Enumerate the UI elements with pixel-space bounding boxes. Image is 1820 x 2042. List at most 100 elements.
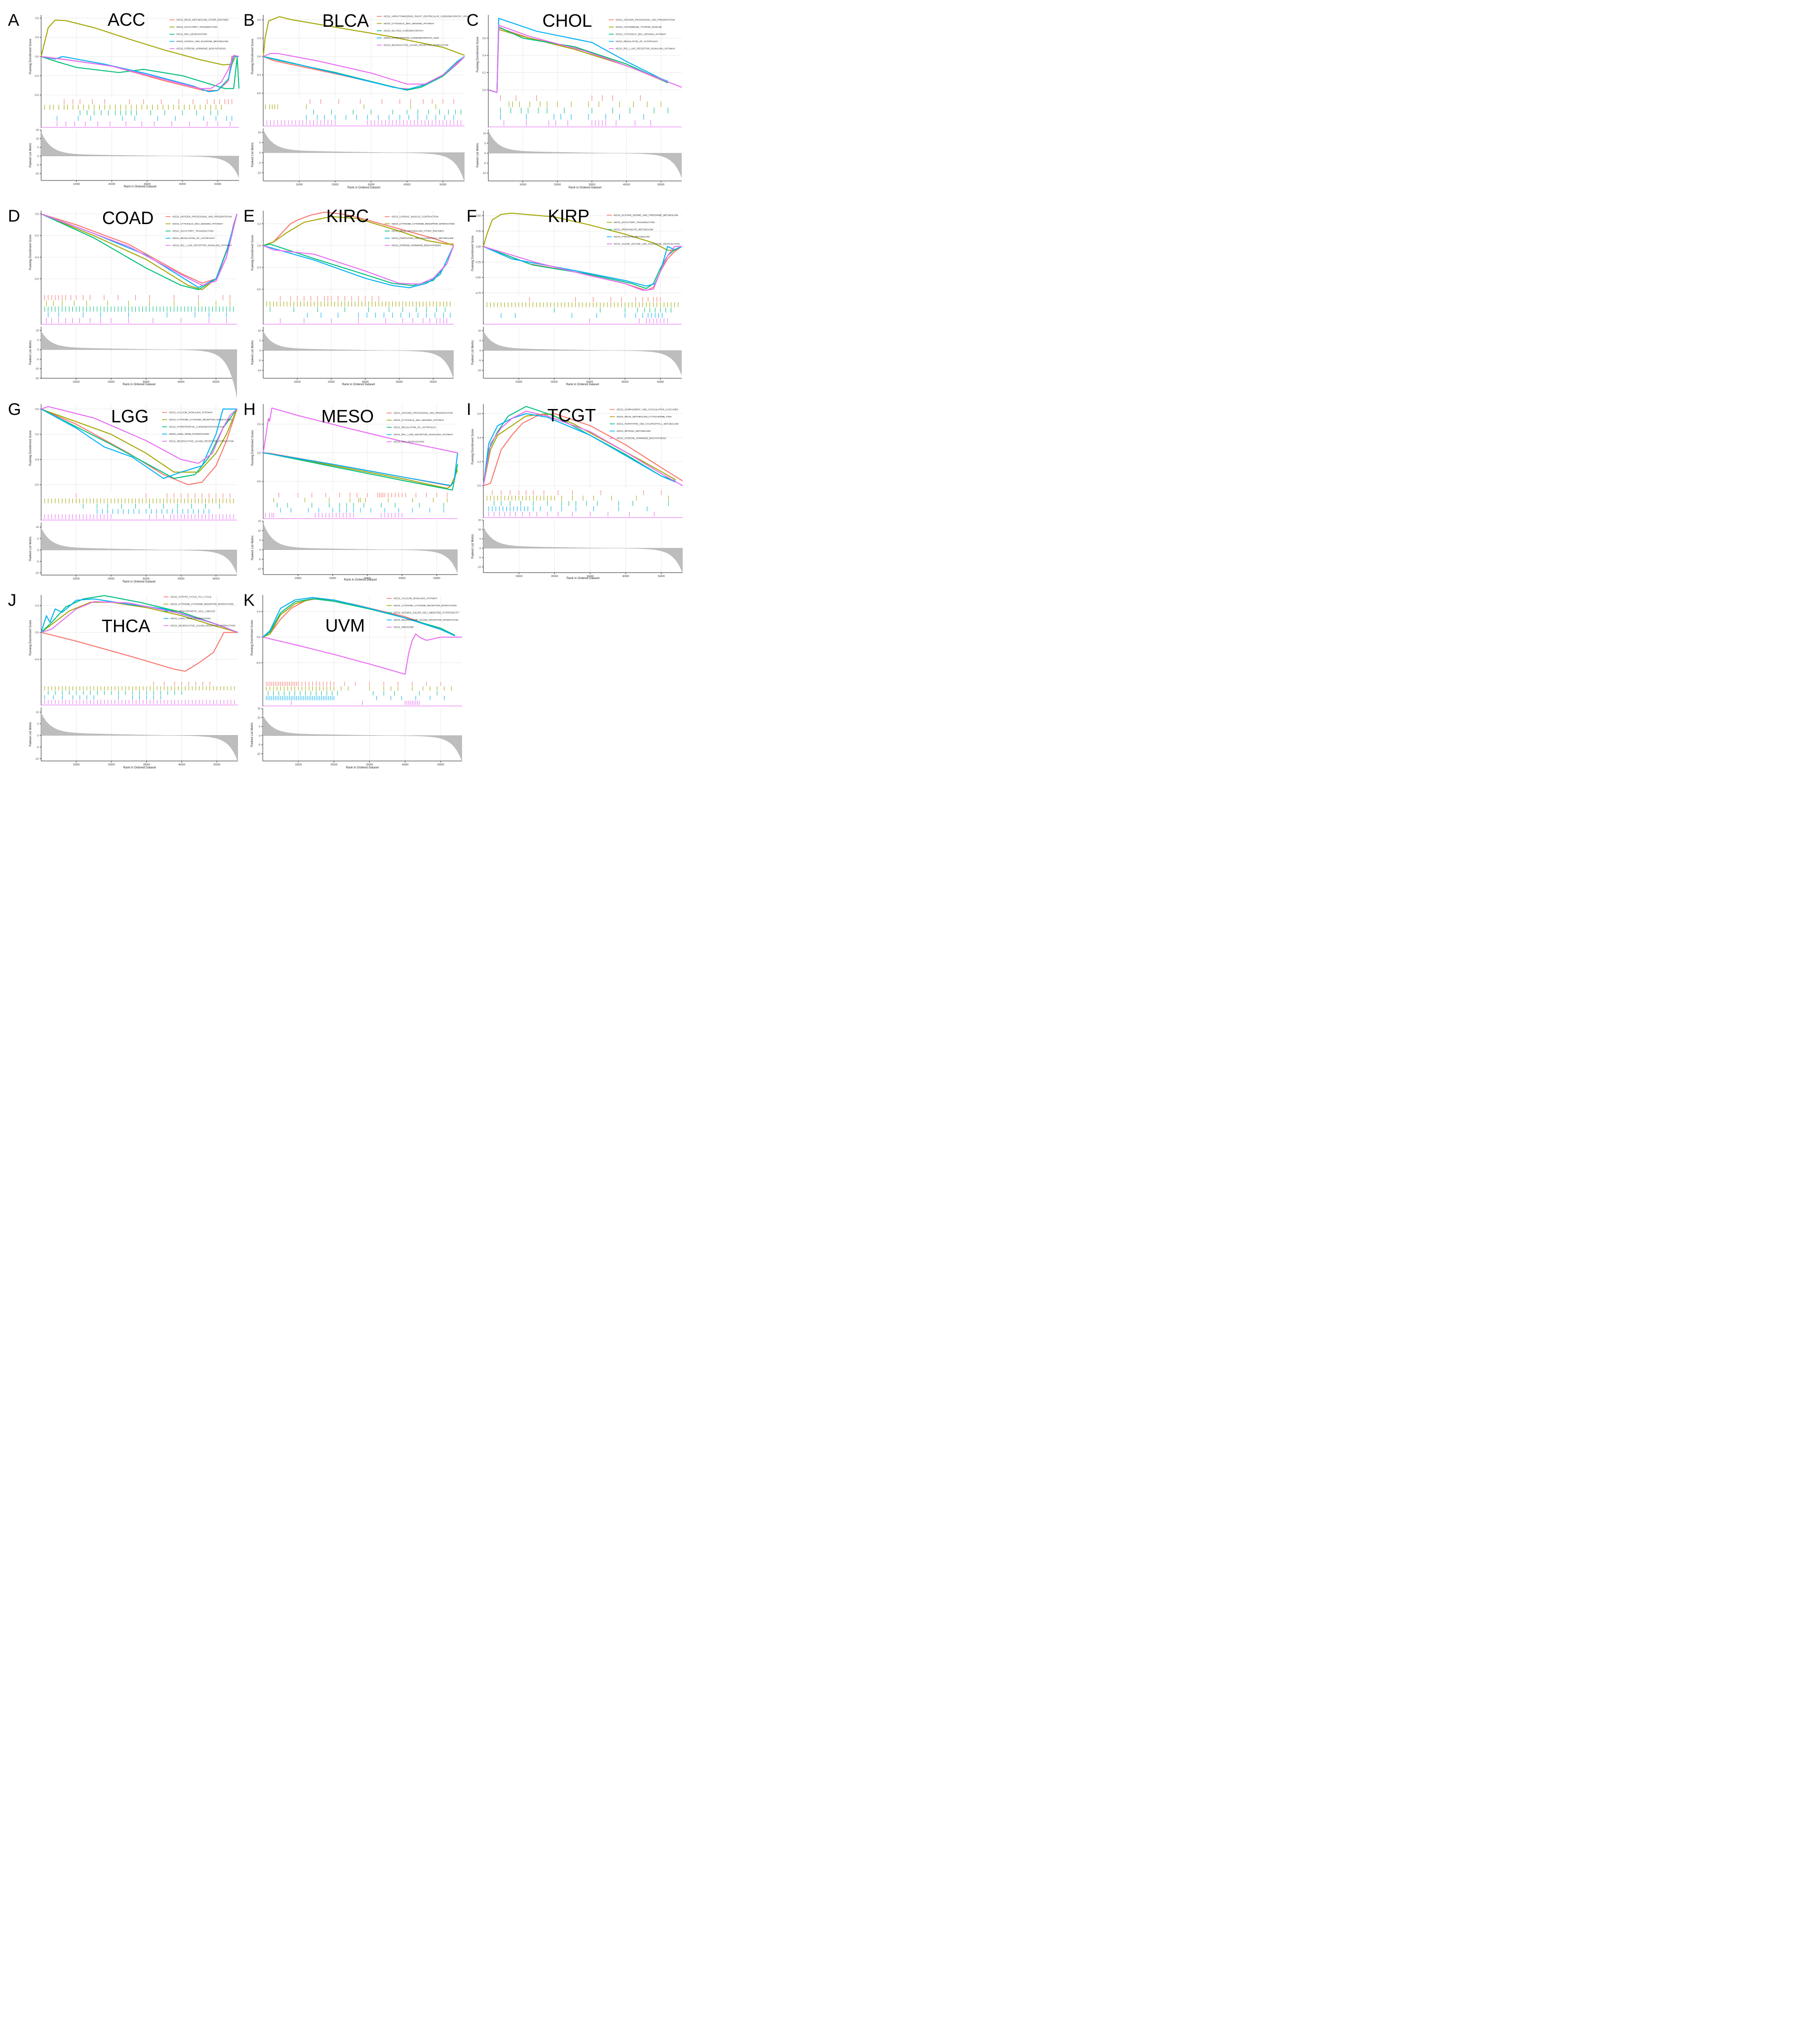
es-line-4 — [263, 56, 465, 90]
y-axis-title: Ranked List Metric — [29, 340, 32, 365]
y-axis-title: Running Enrichment Score — [29, 430, 32, 466]
ranked-metric-area — [488, 130, 682, 178]
y-tick-label: 0.4 — [257, 611, 260, 614]
y-tick-label: 0.0 — [35, 632, 39, 635]
y-axis-title: Ranked List Metric — [471, 534, 474, 559]
hit-rug-3 — [313, 110, 462, 115]
y-tick-label: -0.4 — [256, 662, 260, 665]
x-tick-label: 20000 — [108, 763, 115, 766]
metric-tick-label: 15 — [36, 129, 39, 132]
x-tick-label: 50000 — [213, 381, 220, 384]
x-tick-label: 10000 — [295, 763, 302, 766]
panel-title: UVM — [325, 615, 365, 636]
x-tick-label: 30000 — [143, 763, 150, 766]
metric-tick-label: 0 — [259, 152, 261, 155]
legend-label: KEGG_DRUG_METABOLISM_CYTOCHROME_P450 — [617, 415, 672, 418]
es-line-5 — [262, 633, 462, 675]
legend-label: KEGG_CYTOSOLIC_DNA_SENSING_PATHWAY — [394, 419, 444, 421]
es-line-2 — [263, 16, 465, 57]
hit-rug-1 — [500, 95, 641, 101]
y-tick-label: 0.4 — [35, 459, 39, 462]
legend-label: KEGG_VALINE_LEUCINE_AND_ISOLEUCINE_DEGRA… — [614, 243, 680, 245]
es-line-4 — [262, 597, 456, 638]
hit-rug-2 — [44, 498, 234, 504]
y-tick-label: 0.3 — [257, 223, 261, 226]
es-line-2 — [488, 29, 668, 93]
legend-label: KEGG_NEUROACTIVE_LIGAND_RECEPTOR_INTERAC… — [171, 625, 235, 627]
x-tick-label: 20000 — [328, 381, 335, 384]
metric-tick-label: -10 — [477, 369, 481, 372]
x-tick-label: 30000 — [364, 577, 371, 580]
es-line-1 — [41, 408, 237, 485]
x-tick-label: 10000 — [73, 578, 80, 581]
y-axis-title: Ranked List Metric — [29, 143, 32, 168]
legend-label: KEGG_CYTOKINE_CYTOKINE_RECEPTOR_INTERACT… — [169, 418, 232, 421]
y-axis-title: Running Enrichment Score — [251, 38, 254, 74]
x-axis-title: Rank in Ordered Dataset — [569, 186, 602, 189]
legend-label: KEGG_DRUG_METABOLISM_OTHER_ENZYMES — [392, 230, 444, 233]
gsea-panel-F: F0.50 0.25 0.00 -0.25 -0.50 -0.75 Running Enri… — [467, 206, 682, 386]
x-tick-label: 20000 — [108, 578, 115, 581]
x-tick-label: 40000 — [404, 183, 411, 186]
x-tick-label: 40000 — [622, 575, 629, 578]
y-tick-label: -0.50 — [475, 277, 481, 280]
y-tick-label: -0.6 — [34, 484, 39, 487]
metric-tick-label: 10 — [258, 131, 261, 134]
x-tick-label: 10000 — [73, 183, 80, 186]
ranked-metric-area — [263, 331, 454, 380]
metric-tick-label: -10 — [257, 369, 261, 372]
metric-tick-label: -10 — [257, 753, 260, 756]
x-tick-label: 20000 — [554, 183, 561, 186]
x-tick-label: 30000 — [143, 578, 150, 581]
legend-label: KEGG_RIBOSOME — [394, 626, 414, 629]
metric-tick-label: 5 — [259, 142, 261, 145]
es-line-1 — [41, 632, 238, 672]
legend-label: KEGG_ANTIGEN_PROCESSING_AND_PRESENTATION — [616, 19, 675, 21]
y-tick-label: 0.0 — [35, 408, 39, 411]
x-axis-title: Rank in Ordered Dataset — [342, 383, 375, 386]
y-tick-label: 0.6 — [477, 412, 481, 415]
metric-tick-label: 10 — [36, 711, 39, 714]
metric-tick-label: -10 — [257, 172, 261, 175]
metric-tick-label: 5 — [37, 146, 39, 149]
x-tick-label: 10000 — [73, 763, 80, 766]
panel-letter: C — [467, 11, 479, 30]
y-tick-label: 0.25 — [476, 230, 481, 233]
x-tick-label: 20000 — [108, 381, 115, 384]
legend-label: KEGG_DILATED_CARDIOMYOPATHY — [384, 30, 423, 32]
metric-tick-label: 15 — [478, 519, 481, 522]
metric-tick-label: -5 — [259, 162, 261, 165]
gsea-panel-A: A 0.6 0.3 0.0 -0.3 -0.6 Running Enrichment Sco… — [8, 9, 239, 188]
hit-rug-5 — [265, 513, 403, 518]
hit-rug-1 — [279, 493, 448, 498]
legend-label: KEGG_CYTOKINE_CYTOKINE_RECEPTOR_INTERACT… — [394, 604, 457, 607]
y-tick-label: -0.2 — [34, 234, 39, 237]
hit-rug-3 — [500, 108, 668, 114]
y-tick-label: 0.00 — [476, 245, 481, 248]
hit-rug-4 — [488, 506, 647, 512]
x-axis-title: Rank in Ordered Dataset — [344, 579, 377, 582]
y-tick-label: 0.2 — [35, 433, 39, 436]
x-tick-label: 20000 — [109, 183, 116, 186]
gsea-panel-E: E 0.3 0.0 -0.3 -0.6 Running Enrichment Score R… — [243, 206, 455, 386]
hit-rug-5 — [57, 121, 231, 126]
y-axis-title: Running Enrichment Score — [251, 430, 254, 466]
hit-rug-2 — [486, 495, 669, 501]
panel-letter: D — [8, 207, 20, 226]
y-tick-label: -0.4 — [34, 256, 39, 259]
y-axis-title: Running Enrichment Score — [29, 38, 32, 74]
gsea-panel-D: D 0.0 -0.2 -0.4 -0.6 Running Enrichment Score… — [8, 207, 237, 399]
gsea-panel-H: H 0.5 0.0 -0.5 Running Enrichment Score Ranke… — [243, 400, 458, 582]
y-tick-label: -0.25 — [475, 261, 481, 264]
legend-label: KEGG_PORPHYRIN_AND_CHLOROPHYLL_METABOLIS… — [617, 423, 679, 425]
y-tick-label: 0.4 — [477, 437, 481, 440]
legend-label: KEGG_CITRATE_CYCLE_TCA_CYCLE — [171, 596, 212, 598]
x-tick-label: 20000 — [551, 381, 558, 384]
hit-rug-3 — [277, 503, 444, 508]
metric-tick-label: -10 — [35, 173, 39, 175]
x-tick-label: 30000 — [368, 183, 375, 186]
hit-rug-1 — [63, 99, 233, 105]
x-tick-label: 30000 — [586, 381, 593, 384]
legend-label: KEGG_NEUROACTIVE_LIGAND_RECEPTOR_INTERAC… — [384, 44, 448, 47]
